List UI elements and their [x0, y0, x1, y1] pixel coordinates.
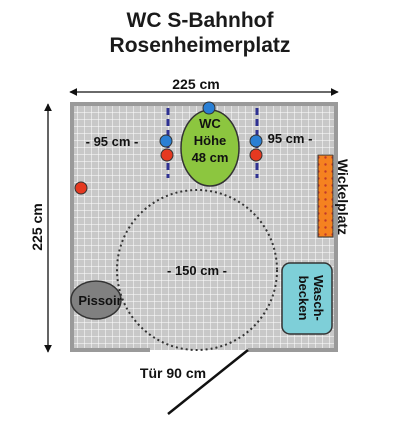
turning-circle — [116, 189, 278, 351]
left-height-label: 225 cm — [29, 203, 45, 250]
wc-label: WC — [199, 116, 221, 131]
emergency-button-right-icon — [249, 148, 263, 162]
urinal-icon — [70, 280, 122, 320]
top-width-label: 225 cm — [172, 76, 219, 92]
sink-label-line1: Wasch- — [311, 275, 326, 321]
wc-height-value: 48 cm — [192, 150, 229, 165]
sink-icon — [281, 262, 333, 335]
turning-circle-label: - 150 cm - — [167, 263, 227, 278]
emergency-button-left-icon — [160, 148, 174, 162]
plan-title-line2: Rosenheimerplatz — [109, 34, 291, 57]
door-leaf — [167, 349, 249, 415]
door-label: Tür 90 cm — [140, 365, 206, 381]
emergency-button-wall-icon — [74, 181, 88, 195]
changing-table-label: Wickelplatz — [335, 159, 351, 235]
right-clearance-label: 95 cm - — [268, 131, 313, 146]
plan-title-line1: WC S-Bahnhof — [126, 9, 274, 32]
light-switch-right-icon — [249, 134, 263, 148]
changing-table-icon — [317, 154, 334, 238]
wc-height-label: Höhe — [194, 133, 227, 148]
sink-label-line2: becken — [296, 276, 311, 321]
flush-button-icon — [202, 101, 216, 115]
light-switch-left-icon — [159, 134, 173, 148]
left-clearance-label: - 95 cm - — [86, 134, 139, 149]
urinal-label: Pissoir — [78, 293, 121, 308]
